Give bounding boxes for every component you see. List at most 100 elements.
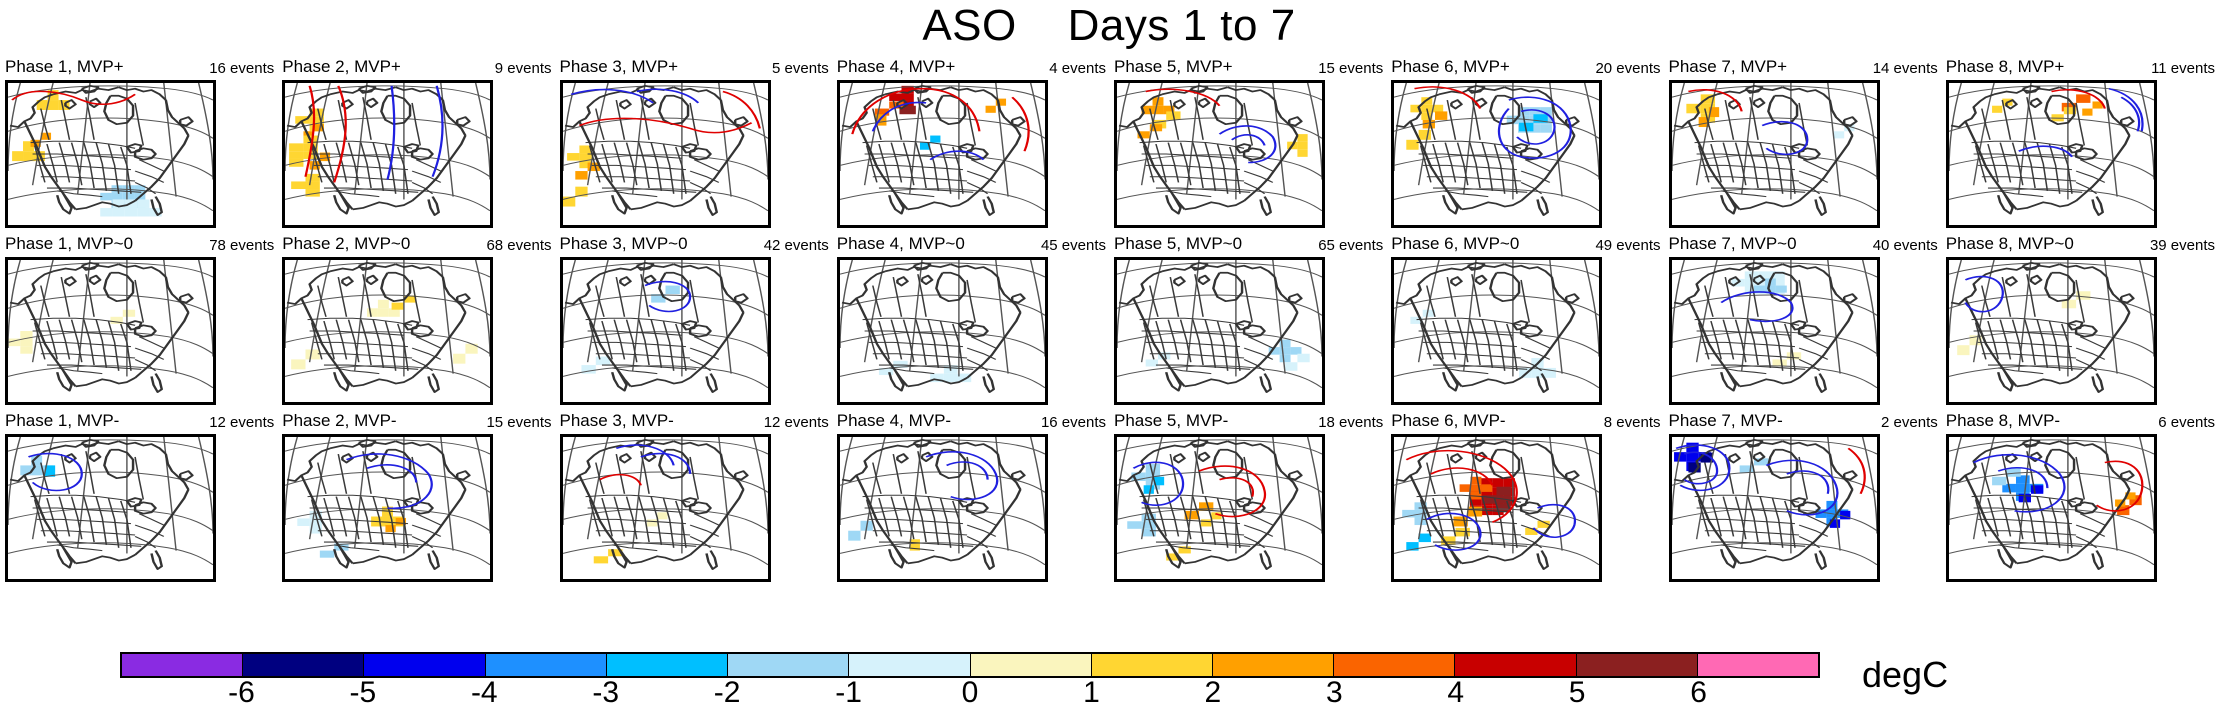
colorbar-swatch [970, 654, 1092, 676]
colorbar-tick-labels: -6 -5 -4 -3 -2 -1 0 1 2 3 4 5 6 [120, 678, 1820, 708]
coastlines [564, 438, 749, 570]
coastlines [564, 261, 749, 393]
map-frame[interactable] [836, 257, 1048, 405]
map-frame[interactable] [836, 80, 1048, 228]
map-panel-header: Phase 3, MVP- 12 events [556, 410, 831, 434]
political-borders [1693, 451, 1828, 552]
political-borders [1416, 97, 1551, 198]
map-panel-title: Phase 1, MVP~0 [5, 234, 134, 253]
map-frame[interactable] [1114, 257, 1325, 405]
map-panel: Phase 2, MVP+ 9 events [278, 56, 553, 233]
map-panel-title: Phase 6, MVP- [1391, 411, 1506, 430]
colorbar-swatch [485, 654, 607, 676]
map-panel-title: Phase 5, MVP- [1114, 411, 1229, 430]
map-frame[interactable] [1668, 257, 1880, 405]
graticule [562, 260, 768, 389]
colorbar-tick-label: -2 [713, 676, 741, 709]
map-panel: Phase 2, MVP~0 68 events [278, 233, 553, 410]
height-anomaly-contours [1132, 461, 1266, 518]
map-panel: Phase 3, MVP~0 42 events [556, 233, 831, 410]
graticule [1671, 260, 1877, 389]
coastlines [1673, 261, 1858, 393]
map-canvas [1948, 437, 2154, 570]
map-frame[interactable] [559, 80, 771, 228]
map-canvas [1117, 260, 1322, 393]
map-panel-title: Phase 4, MVP+ [836, 57, 956, 76]
anomaly-shading [878, 360, 971, 383]
political-borders [1693, 97, 1828, 198]
anomaly-shading [593, 512, 668, 564]
map-panel-title: Phase 4, MVP~0 [836, 234, 965, 253]
colorbar-swatch [1697, 654, 1819, 676]
map-canvas [8, 260, 213, 393]
map-panel-event-count: 12 events [209, 414, 275, 431]
map-frame[interactable] [1945, 257, 2157, 405]
map-panel: Phase 5, MVP- 18 events [1110, 410, 1385, 587]
map-frame[interactable] [1114, 80, 1325, 228]
map-frame[interactable] [1945, 434, 2157, 582]
map-canvas [839, 437, 1045, 570]
map-panel-title: Phase 5, MVP~0 [1114, 234, 1243, 253]
map-frame[interactable] [5, 257, 216, 405]
map-frame[interactable] [1668, 80, 1880, 228]
map-frame[interactable] [282, 434, 494, 582]
map-canvas [1394, 437, 1600, 570]
map-frame[interactable] [5, 80, 216, 228]
map-panel-header: Phase 6, MVP+ 20 events [1387, 56, 1662, 80]
map-canvas [285, 83, 491, 216]
coastlines [564, 84, 749, 216]
map-frame[interactable] [559, 434, 771, 582]
map-frame[interactable] [282, 80, 494, 228]
map-panel: Phase 3, MVP- 12 events [556, 410, 831, 587]
map-panel: Phase 8, MVP+ 11 events [1942, 56, 2217, 233]
colorbar-swatch [122, 654, 244, 676]
map-frame[interactable] [836, 434, 1048, 582]
political-borders [1416, 274, 1551, 375]
map-frame[interactable] [1391, 257, 1603, 405]
map-panel-title: Phase 2, MVP~0 [282, 234, 411, 253]
map-canvas [839, 260, 1045, 393]
graticule [839, 260, 1045, 389]
map-panel: Phase 8, MVP- 6 events [1942, 410, 2217, 587]
map-frame[interactable] [5, 434, 216, 582]
political-borders [1971, 97, 2105, 198]
colorbar-area: -6 -5 -4 -3 -2 -1 0 1 2 3 4 5 6 degC [0, 640, 2218, 708]
colorbar-swatch [849, 654, 971, 676]
map-frame[interactable] [1668, 434, 1880, 582]
map-frame[interactable] [282, 257, 494, 405]
height-anomaly-contours [570, 88, 761, 134]
map-panel: Phase 2, MVP- 15 events [278, 410, 553, 587]
coastlines [287, 84, 471, 216]
map-panel-event-count: 4 events [1049, 60, 1106, 77]
anomaly-shading [1956, 291, 2091, 356]
coastlines [1950, 84, 2135, 216]
map-frame[interactable] [1391, 434, 1603, 582]
colorbar[interactable] [120, 652, 1820, 678]
map-frame[interactable] [1945, 80, 2157, 228]
map-panel-event-count: 49 events [1595, 237, 1661, 254]
map-canvas [562, 437, 768, 570]
colorbar-swatch [1576, 654, 1698, 676]
map-frame[interactable] [1391, 80, 1603, 228]
figure-title: ASO Days 1 to 7 [0, 0, 2218, 52]
coastlines [287, 438, 471, 570]
graticule [1948, 437, 2154, 566]
map-panel-header: Phase 8, MVP+ 11 events [1942, 56, 2217, 80]
colorbar-unit-label: degC [1862, 654, 1949, 695]
coastlines [1950, 438, 2135, 570]
map-panel-header: Phase 3, MVP~0 42 events [556, 233, 831, 257]
political-borders [30, 274, 165, 375]
map-panel-header: Phase 1, MVP+ 16 events [1, 56, 276, 80]
map-panel-header: Phase 4, MVP- 16 events [833, 410, 1108, 434]
map-panel-header: Phase 5, MVP+ 15 events [1110, 56, 1385, 80]
height-anomaly-contours [1145, 88, 1277, 164]
height-anomaly-contours [850, 87, 1030, 161]
map-panel-title: Phase 7, MVP+ [1668, 57, 1788, 76]
map-panel: Phase 5, MVP~0 65 events [1110, 233, 1385, 410]
map-frame[interactable] [559, 257, 771, 405]
map-frame[interactable] [1114, 434, 1325, 582]
map-panel-title: Phase 8, MVP+ [1945, 57, 2065, 76]
map-canvas [839, 83, 1045, 216]
map-panel: Phase 1, MVP~0 78 events [1, 233, 276, 410]
map-panel-title: Phase 7, MVP~0 [1668, 234, 1797, 253]
